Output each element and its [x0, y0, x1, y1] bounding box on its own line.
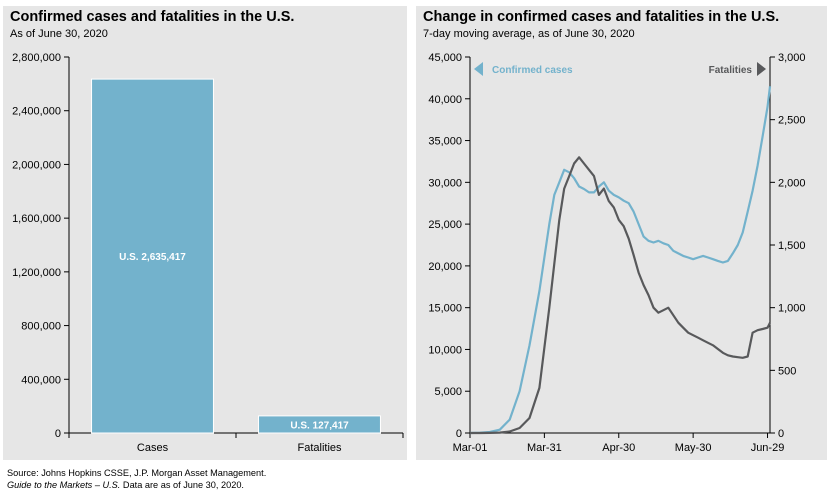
line-left-tick-label: 10,000	[428, 344, 462, 356]
line-left-tick-label: 20,000	[428, 261, 462, 273]
line-right-tick-label: 2,500	[778, 115, 806, 127]
bar-chart-title: Confirmed cases and fatalities in the U.…	[10, 9, 295, 25]
bar-data-label: U.S. 127,417	[290, 420, 349, 431]
bar-category-label: Cases	[137, 442, 169, 454]
line-left-tick-label: 35,000	[428, 136, 462, 148]
legend-left-arrow-icon	[474, 62, 483, 76]
line-x-tick-label: May-30	[675, 442, 712, 454]
bar-y-tick-label: 0	[55, 428, 61, 440]
line-right-tick-label: 1,000	[778, 303, 806, 315]
bar-y-tick-label: 2,000,000	[12, 159, 61, 171]
bar-chart-plot: 0 400,000 800,000 1,200,000 1,600,000 2,000,0…	[12, 52, 404, 454]
line-x-tick-label: Mar-01	[453, 442, 488, 454]
guide-title: Guide to the Markets – U.S.	[7, 480, 121, 490]
legend-confirmed-cases: Confirmed cases	[492, 65, 573, 76]
line-chart-subtitle: 7-day moving average, as of June 30, 202…	[423, 28, 635, 40]
cases-fatalities-bar-panel: Confirmed cases and fatalities in the U.…	[3, 6, 407, 460]
line-left-tick-label: 5,000	[434, 386, 462, 398]
source-text: Source: Johns Hopkins CSSE, J.P. Morgan …	[7, 468, 267, 478]
guide-note-rest: Data are as of June 30, 2020.	[120, 480, 244, 490]
line-right-tick-label: 500	[778, 365, 796, 377]
line-left-tick-label: 0	[456, 428, 462, 440]
series-confirmed-cases	[469, 86, 772, 435]
bar-data-label: U.S. 2,635,417	[119, 252, 186, 263]
line-left-tick-label: 30,000	[428, 177, 462, 189]
bar-y-tick-label: 2,400,000	[12, 106, 61, 118]
source-footnote: Source: Johns Hopkins CSSE, J.P. Morgan …	[7, 467, 266, 491]
line-right-tick-label: 3,000	[778, 52, 806, 64]
bar-chart-subtitle: As of June 30, 2020	[10, 28, 108, 40]
line-x-tick-label: Jun-29	[751, 442, 785, 454]
bar-y-tick-label: 800,000	[21, 321, 61, 333]
guide-note: Guide to the Markets – U.S. Data are as …	[7, 479, 266, 491]
line-right-tick-label: 1,500	[778, 240, 806, 252]
line-x-tick-label: Mar-31	[527, 442, 562, 454]
line-chart-title: Change in confirmed cases and fatalities…	[423, 9, 780, 25]
legend-right-arrow-icon	[757, 62, 766, 76]
bar-category-label: Fatalities	[297, 442, 342, 454]
bar-y-tick-label: 400,000	[21, 374, 61, 386]
line-x-tick-label: Apr-30	[602, 442, 635, 454]
bar-y-tick-label: 2,800,000	[12, 52, 61, 64]
bar-fatalities	[258, 415, 381, 434]
line-left-tick-label: 40,000	[428, 94, 462, 106]
legend-fatalities: Fatalities	[709, 65, 753, 76]
line-right-tick-label: 0	[778, 428, 784, 440]
line-chart-plot: 0 5,000 10,000 15,000 20,000 25,000 30,000 35,0…	[428, 52, 806, 454]
bar-cases	[91, 78, 214, 434]
series-fatalities	[470, 156, 771, 435]
bar-y-tick-label: 1,200,000	[12, 267, 61, 279]
daily-change-line-panel: Change in confirmed cases and fatalities…	[416, 6, 827, 460]
line-left-tick-label: 45,000	[428, 52, 462, 64]
line-right-tick-label: 2,000	[778, 177, 806, 189]
line-left-tick-label: 15,000	[428, 303, 462, 315]
line-left-tick-label: 25,000	[428, 219, 462, 231]
bar-y-tick-label: 1,600,000	[12, 213, 61, 225]
